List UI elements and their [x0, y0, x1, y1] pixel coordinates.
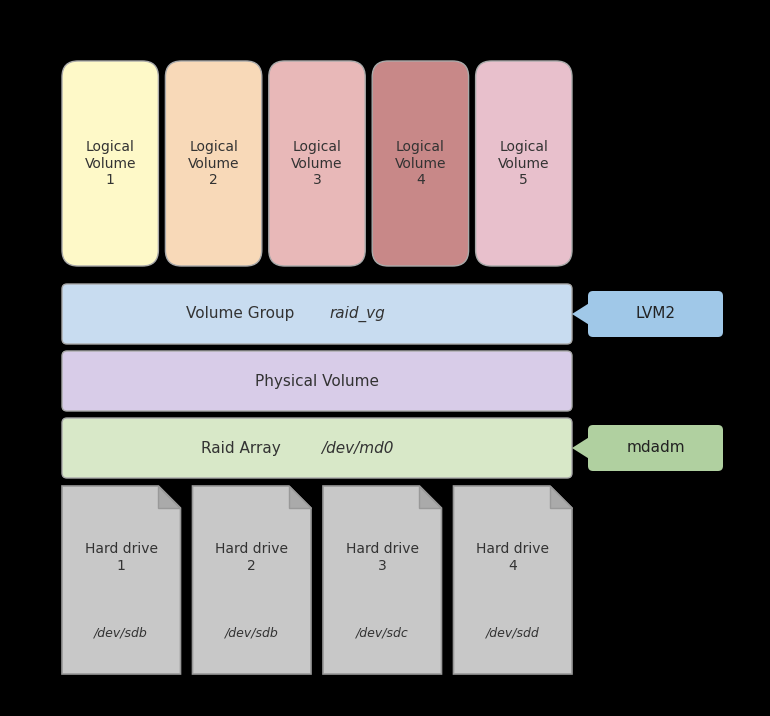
Text: LVM2: LVM2 [635, 306, 675, 321]
FancyBboxPatch shape [62, 418, 572, 478]
Polygon shape [323, 486, 441, 674]
Text: Physical Volume: Physical Volume [255, 374, 379, 389]
Polygon shape [192, 486, 311, 674]
Polygon shape [159, 486, 180, 508]
Polygon shape [420, 486, 441, 508]
Polygon shape [572, 304, 588, 324]
FancyBboxPatch shape [269, 61, 365, 266]
Text: Logical
Volume
2: Logical Volume 2 [188, 140, 239, 187]
Text: /dev/sdc: /dev/sdc [356, 626, 409, 639]
Text: Hard drive
4: Hard drive 4 [477, 542, 549, 573]
FancyBboxPatch shape [588, 425, 723, 471]
FancyBboxPatch shape [62, 351, 572, 411]
Polygon shape [289, 486, 311, 508]
Polygon shape [454, 486, 572, 674]
Text: mdadm: mdadm [626, 440, 685, 455]
Text: Hard drive
2: Hard drive 2 [216, 542, 288, 573]
Text: Logical
Volume
3: Logical Volume 3 [291, 140, 343, 187]
Text: Logical
Volume
4: Logical Volume 4 [395, 140, 446, 187]
Text: Hard drive
3: Hard drive 3 [346, 542, 419, 573]
Text: /dev/sdb: /dev/sdb [95, 626, 148, 639]
Polygon shape [62, 486, 180, 674]
Text: /dev/sdb: /dev/sdb [225, 626, 279, 639]
FancyBboxPatch shape [166, 61, 262, 266]
FancyBboxPatch shape [62, 61, 159, 266]
FancyBboxPatch shape [588, 291, 723, 337]
Polygon shape [550, 486, 572, 508]
FancyBboxPatch shape [62, 284, 572, 344]
FancyBboxPatch shape [476, 61, 572, 266]
Text: Raid Array: Raid Array [201, 440, 280, 455]
Text: Hard drive
1: Hard drive 1 [85, 542, 158, 573]
Text: Logical
Volume
1: Logical Volume 1 [85, 140, 136, 187]
Text: Volume Group: Volume Group [186, 306, 295, 321]
Text: /dev/sdd: /dev/sdd [486, 626, 540, 639]
Text: Logical
Volume
5: Logical Volume 5 [498, 140, 550, 187]
Text: /dev/md0: /dev/md0 [322, 440, 394, 455]
Polygon shape [572, 438, 588, 458]
FancyBboxPatch shape [372, 61, 469, 266]
Text: raid_vg: raid_vg [330, 306, 386, 322]
